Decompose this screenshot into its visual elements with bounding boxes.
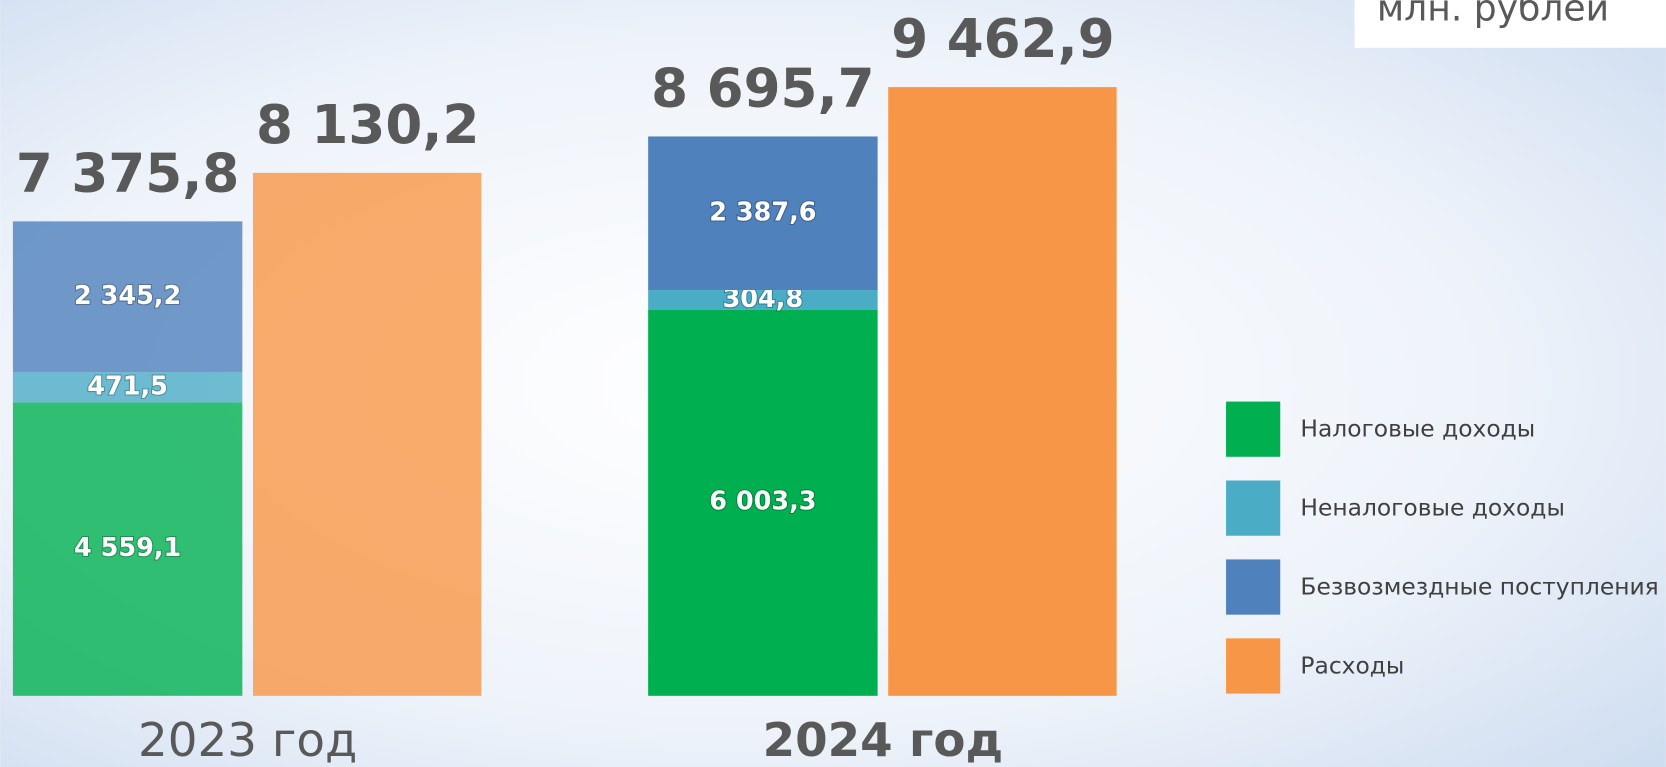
bar-segment bbox=[648, 136, 878, 291]
value-label: 8 130,2 bbox=[256, 94, 479, 156]
segment-label: 2 345,2 bbox=[74, 281, 181, 311]
bar-segment bbox=[648, 290, 878, 310]
total-label: 7 375,8 bbox=[16, 142, 239, 204]
bar-segment bbox=[12, 372, 243, 403]
legend-swatch bbox=[1226, 401, 1281, 457]
legend-label: Расходы bbox=[1300, 652, 1404, 680]
legend-label: Налоговые доходы bbox=[1300, 415, 1535, 443]
segment-label: 471,5 bbox=[87, 371, 168, 401]
unit-box bbox=[1354, 0, 1666, 48]
value-label: 9 462,9 bbox=[891, 8, 1114, 70]
bar bbox=[888, 87, 1117, 696]
category-label: 2023 год bbox=[138, 714, 357, 767]
total-label: 8 695,7 bbox=[651, 57, 874, 119]
unit-label: млн. рублей bbox=[1377, 0, 1609, 30]
segment-label: 6 003,3 bbox=[709, 487, 816, 517]
segment-label: 2 387,6 bbox=[709, 197, 816, 227]
legend-label: Неналоговые доходы bbox=[1300, 494, 1564, 522]
legend-swatch bbox=[1226, 559, 1281, 615]
bar-segment bbox=[12, 221, 243, 373]
segment-label: 4 559,1 bbox=[74, 533, 181, 563]
legend-label: Безвозмездные поступления bbox=[1300, 573, 1658, 601]
bar bbox=[252, 172, 482, 696]
legend-swatch bbox=[1226, 638, 1281, 694]
bar-segment bbox=[648, 309, 878, 696]
category-label: 2024 год bbox=[763, 714, 1004, 767]
legend-swatch bbox=[1226, 480, 1281, 536]
bar-segment bbox=[12, 402, 243, 696]
